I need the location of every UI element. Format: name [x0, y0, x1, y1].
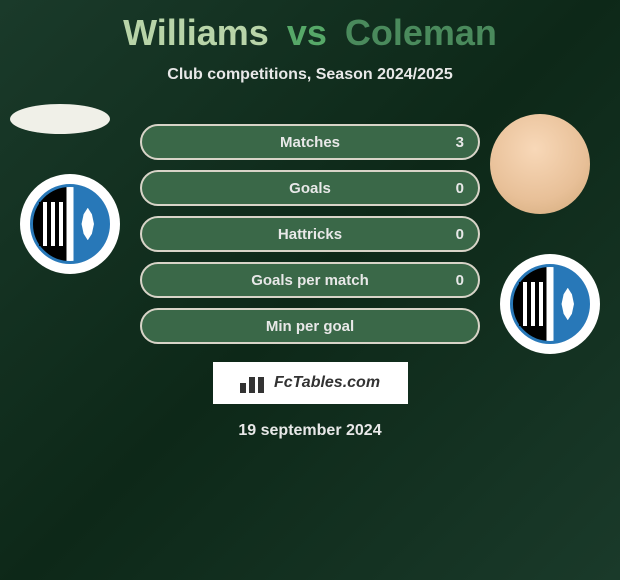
stat-row-min-per-goal: Min per goal [140, 308, 480, 344]
player2-club-logo [500, 254, 600, 354]
stat-label: Hattricks [278, 226, 342, 243]
fctables-icon [240, 373, 268, 393]
player2-name: Coleman [345, 12, 497, 53]
player1-name: Williams [123, 12, 269, 53]
player1-club-logo [20, 174, 120, 274]
stat-right-value: 0 [456, 180, 464, 197]
branding-badge: FcTables.com [213, 362, 408, 404]
club-logo-icon [510, 264, 590, 344]
stat-row-matches: Matches 3 [140, 124, 480, 160]
player1-avatar [10, 104, 110, 134]
stat-label: Goals per match [251, 272, 369, 289]
stat-right-value: 0 [456, 226, 464, 243]
stat-label: Min per goal [266, 318, 354, 335]
stat-row-goals: Goals 0 [140, 170, 480, 206]
stats-list: Matches 3 Goals 0 Hattricks 0 Goals per … [140, 114, 480, 344]
comparison-content: Matches 3 Goals 0 Hattricks 0 Goals per … [0, 114, 620, 440]
stat-row-goals-per-match: Goals per match 0 [140, 262, 480, 298]
stat-label: Matches [280, 134, 340, 151]
branding-label: FcTables.com [274, 374, 380, 392]
stat-right-value: 3 [456, 134, 464, 151]
player2-avatar [490, 114, 590, 214]
comparison-subtitle: Club competitions, Season 2024/2025 [0, 66, 620, 84]
stat-label: Goals [289, 180, 331, 197]
vs-separator: vs [287, 12, 327, 53]
comparison-title: Williams vs Coleman [0, 0, 620, 54]
comparison-date: 19 september 2024 [0, 422, 620, 440]
club-logo-icon [30, 184, 110, 264]
stat-right-value: 0 [456, 272, 464, 289]
stat-row-hattricks: Hattricks 0 [140, 216, 480, 252]
